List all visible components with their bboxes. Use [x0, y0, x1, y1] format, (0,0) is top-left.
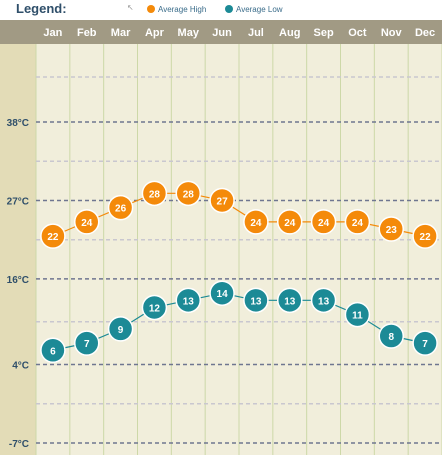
- month-header: [0, 20, 442, 44]
- data-point-low: [243, 287, 269, 314]
- month-label: Aug: [279, 27, 300, 39]
- month-label: Oct: [348, 27, 367, 39]
- legend-title: Legend:: [16, 1, 67, 16]
- data-point-high: [175, 180, 201, 207]
- data-label-high: 23: [386, 225, 398, 236]
- data-label-high: 27: [217, 196, 229, 207]
- data-point-low: [277, 287, 303, 314]
- data-point-high: [74, 209, 100, 235]
- y-tick-label: 38°C: [7, 118, 29, 129]
- legend-item-high: Average High: [147, 5, 206, 14]
- month-label: May: [178, 27, 200, 39]
- month-label: Dec: [415, 27, 435, 39]
- data-label-high: 24: [250, 218, 262, 229]
- data-point-high: [40, 223, 66, 249]
- data-point-low: [107, 316, 134, 342]
- data-point-low: [378, 323, 404, 349]
- data-label-high: 28: [149, 189, 161, 200]
- data-point-low: [141, 294, 168, 321]
- legend-label-low: Average Low: [236, 5, 283, 14]
- data-label-low: 13: [318, 296, 330, 307]
- data-label-low: 14: [217, 289, 229, 300]
- month-label: Jan: [43, 27, 62, 39]
- temperature-chart: 38°C 27°C 16°C 4°C -7°C Jan Feb Mar Apr May Jun Jul…: [0, 20, 442, 455]
- data-label-high: 26: [115, 204, 127, 215]
- y-tick-label: -7°C: [9, 439, 29, 450]
- data-point-high: [243, 209, 269, 235]
- y-tick-label: 27°C: [7, 196, 29, 207]
- data-point-high: [141, 180, 168, 207]
- data-label-low: 13: [250, 296, 262, 307]
- legend-label-high: Average High: [158, 5, 207, 14]
- data-point-high: [378, 216, 404, 242]
- data-label-high: 28: [183, 189, 195, 200]
- month-label: Jun: [212, 27, 232, 39]
- y-axis-strip: [0, 44, 36, 455]
- data-label-high: 24: [284, 218, 296, 229]
- data-point-high: [277, 209, 303, 235]
- data-point-high: [209, 187, 235, 214]
- legend: Legend: ↖ Average High Average Low: [0, 0, 442, 20]
- month-label: Nov: [381, 27, 403, 39]
- data-point-low: [412, 330, 438, 356]
- legend-item-low: Average Low: [225, 5, 283, 14]
- month-label: Mar: [111, 27, 131, 39]
- data-point-high: [412, 223, 438, 249]
- data-label-low: 11: [352, 311, 363, 322]
- data-label-low: 8: [388, 332, 394, 343]
- legend-dot-high-icon: [147, 5, 155, 13]
- cursor-icon: ↖: [127, 3, 134, 12]
- data-label-high: 22: [420, 232, 432, 243]
- month-label: Feb: [77, 27, 97, 39]
- data-point-low: [175, 287, 201, 314]
- data-label-low: 13: [284, 296, 296, 307]
- data-label-high: 24: [81, 218, 93, 229]
- data-point-high: [310, 209, 337, 235]
- data-label-low: 6: [50, 346, 56, 357]
- data-point-low: [209, 280, 235, 306]
- data-point-low: [40, 337, 66, 364]
- data-label-high: 24: [318, 218, 330, 229]
- y-tick-label: 4°C: [12, 361, 29, 372]
- y-tick-label: 16°C: [7, 275, 29, 286]
- data-point-high: [107, 194, 134, 221]
- data-label-low: 12: [149, 303, 161, 314]
- data-label-high: 24: [352, 218, 364, 229]
- data-label-low: 7: [84, 339, 90, 350]
- month-label: Sep: [313, 27, 333, 39]
- data-label-low: 9: [118, 325, 124, 336]
- month-label: Jul: [248, 27, 264, 39]
- data-point-low: [344, 301, 371, 328]
- data-point-low: [74, 330, 100, 356]
- data-label-low: 7: [422, 339, 428, 350]
- data-point-low: [310, 287, 337, 314]
- data-label-high: 22: [47, 232, 59, 243]
- data-point-high: [344, 209, 371, 235]
- month-label: Apr: [145, 27, 165, 39]
- data-label-low: 13: [183, 296, 195, 307]
- legend-dot-low-icon: [225, 5, 233, 13]
